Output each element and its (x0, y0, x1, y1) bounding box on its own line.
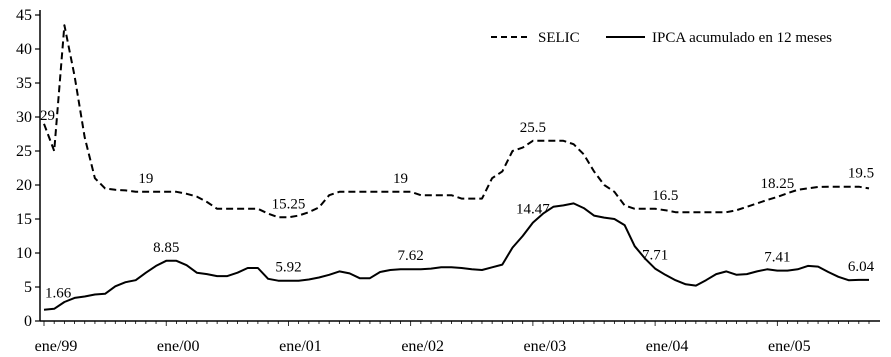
data-label: 7.41 (764, 250, 790, 266)
axes (39, 10, 880, 322)
y-tick-label: 0 (24, 313, 32, 330)
y-tick-label: 45 (16, 7, 32, 24)
x-tick-label: ene/00 (157, 338, 200, 355)
data-label: 19 (393, 171, 408, 187)
data-label: 25.5 (520, 120, 546, 136)
x-tick-label: ene/04 (646, 338, 689, 355)
x-tick-label: ene/03 (524, 338, 567, 355)
data-label: 15.25 (272, 196, 306, 212)
y-tick-label: 40 (16, 41, 32, 58)
y-ticks: 0 5 10 15 20 25 30 35 40 45 (16, 7, 40, 330)
data-label: 8.85 (153, 240, 179, 256)
series-line-ipca (43, 202, 869, 311)
data-label: 6.04 (848, 259, 875, 275)
data-label: 7.71 (642, 248, 668, 264)
x-tick-label: ene/99 (35, 338, 78, 355)
data-label: 14.47 (516, 202, 550, 218)
x-tick-label: ene/01 (279, 338, 322, 355)
data-label: 1.66 (45, 286, 72, 302)
y-tick-label: 20 (16, 177, 32, 194)
legend-label-selic: SELIC (538, 30, 580, 46)
y-tick-label: 30 (16, 109, 32, 126)
legend-label-ipca: IPCA acumulado en 12 meses (652, 30, 832, 46)
y-tick-label: 5 (24, 279, 32, 296)
data-label: 19.5 (848, 166, 874, 182)
series-group (43, 24, 870, 311)
data-label: 16.5 (652, 188, 678, 204)
y-tick-label: 10 (16, 245, 32, 262)
data-label: 5.92 (275, 260, 301, 276)
y-tick-label: 35 (16, 75, 32, 92)
series-line-selic (43, 24, 870, 219)
data-label: 19 (138, 171, 153, 187)
x-ticks: ene/99 ene/00 ene/01 ene/02 ene/03 ene/04 ene/… (35, 321, 870, 355)
y-tick-label: 15 (16, 211, 32, 228)
data-label: 7.62 (398, 248, 424, 264)
data-label: 29 (40, 108, 55, 124)
data-labels: 29 19 15.25 19 25.5 16.5 18.25 19.5 1.66 8.85 5.92… (40, 108, 875, 302)
x-tick-label: ene/05 (768, 338, 811, 355)
x-tick-label: ene/02 (401, 338, 444, 355)
y-tick-label: 25 (16, 143, 32, 160)
data-label: 18.25 (760, 176, 794, 192)
legend: SELIC IPCA acumulado en 12 meses (491, 30, 832, 46)
